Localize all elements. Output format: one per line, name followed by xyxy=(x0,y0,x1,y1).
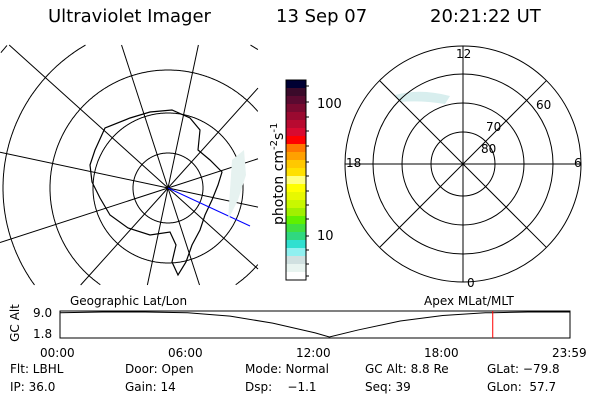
colorbar-tick-100: 100 xyxy=(317,97,342,112)
left-map-label: Geographic Lat/Lon xyxy=(70,294,188,308)
meridian-line xyxy=(0,187,169,244)
instrument-title: Ultraviolet Imager xyxy=(48,6,211,27)
colorbar-swatch xyxy=(286,112,306,121)
colorbar-swatch xyxy=(286,160,306,169)
gc-alt-line xyxy=(59,311,570,338)
latitude-circle xyxy=(2,44,259,286)
mlt-18: 18 xyxy=(346,156,362,170)
colorbar-swatch xyxy=(286,248,306,257)
status-field: GLat: −79.8 xyxy=(487,362,560,376)
magnetic-polar-map xyxy=(344,45,582,283)
meridian-line xyxy=(0,151,169,189)
colorbar-swatch xyxy=(286,168,306,177)
meridian-line xyxy=(80,187,169,286)
aurora-emission xyxy=(395,91,450,104)
mlt-0: 0 xyxy=(467,276,475,290)
colorbar-swatch xyxy=(286,176,306,185)
colorbar-swatch xyxy=(286,104,306,113)
colorbar-swatch xyxy=(286,80,306,89)
colorbar-swatch xyxy=(286,216,306,225)
colorbar-swatch xyxy=(286,152,306,161)
status-field: IP: 36.0 xyxy=(10,380,56,394)
meridian-line xyxy=(167,44,199,189)
lat-70: 70 xyxy=(486,120,502,134)
right-map-label: Apex MLat/MLT xyxy=(424,294,514,308)
colorbar-swatch xyxy=(286,256,306,265)
colorbar-swatch xyxy=(286,208,306,217)
aurora-emission xyxy=(228,150,246,220)
colorbar-swatch xyxy=(286,184,306,193)
meridian-line xyxy=(8,44,169,189)
time: 20:21:22 UT xyxy=(430,6,541,27)
status-field: Flt: LBHL xyxy=(10,362,64,376)
ytick-low: 1.8 xyxy=(33,327,53,341)
colorbar-swatch xyxy=(286,200,306,209)
colorbar-swatch xyxy=(286,144,306,153)
colorbar xyxy=(285,79,309,281)
xtick-4: 23:59 xyxy=(552,346,587,360)
meridian-line xyxy=(146,187,169,286)
colorbar-label: photon cm-2s-1 xyxy=(269,122,287,225)
date: 13 Sep 07 xyxy=(276,6,368,27)
status-field: GC Alt: 8.8 Re xyxy=(365,362,449,376)
mlt-12: 12 xyxy=(456,47,472,61)
colorbar-swatch xyxy=(286,192,306,201)
colorbar-swatch xyxy=(286,96,306,105)
colorbar-frame xyxy=(285,79,307,281)
status-field: Seq: 39 xyxy=(365,380,411,394)
colorbar-swatch xyxy=(286,128,306,137)
colorbar-swatch xyxy=(286,272,306,281)
status-field: Door: Open xyxy=(125,362,194,376)
latitude-circle xyxy=(92,112,244,264)
status-field: GLon: 57.7 xyxy=(487,380,557,394)
status-field: Mode: Normal xyxy=(245,362,329,376)
noon-meridian-line xyxy=(167,187,251,227)
xtick-1: 06:00 xyxy=(168,346,203,360)
timeline-frame xyxy=(59,310,571,339)
antarctica-coastline xyxy=(89,109,223,277)
xtick-2: 12:00 xyxy=(296,346,331,360)
colorbar-tick-10: 10 xyxy=(317,229,334,244)
mlt-line xyxy=(379,80,547,248)
colorbar-swatch xyxy=(286,88,306,97)
meridian-line xyxy=(167,187,200,286)
colorbar-swatch xyxy=(286,232,306,241)
status-field: Dsp: −1.1 xyxy=(245,380,317,394)
lat-80: 80 xyxy=(481,142,497,156)
colorbar-swatch xyxy=(286,136,306,145)
colorbar-swatch xyxy=(286,264,306,273)
meridian-line xyxy=(167,87,259,189)
ytick-high: 9.0 xyxy=(33,306,53,320)
lat-60: 60 xyxy=(536,98,552,112)
xtick-0: 00:00 xyxy=(40,346,75,360)
colorbar-swatch xyxy=(286,120,306,129)
latitude-circle xyxy=(132,152,204,224)
latitude-circle xyxy=(0,45,8,54)
gc-alt-timeline xyxy=(59,310,571,339)
timeline-ylabel: GC Alt xyxy=(8,304,22,342)
geographic-map xyxy=(0,44,259,286)
meridian-line xyxy=(167,187,259,270)
status-field: Gain: 14 xyxy=(125,380,176,394)
colorbar-swatch xyxy=(286,224,306,233)
xtick-3: 18:00 xyxy=(424,346,459,360)
colorbar-swatch xyxy=(286,240,306,249)
meridian-line xyxy=(121,44,169,189)
latitude-circle xyxy=(49,69,259,286)
mlt-6: 6 xyxy=(574,156,582,170)
